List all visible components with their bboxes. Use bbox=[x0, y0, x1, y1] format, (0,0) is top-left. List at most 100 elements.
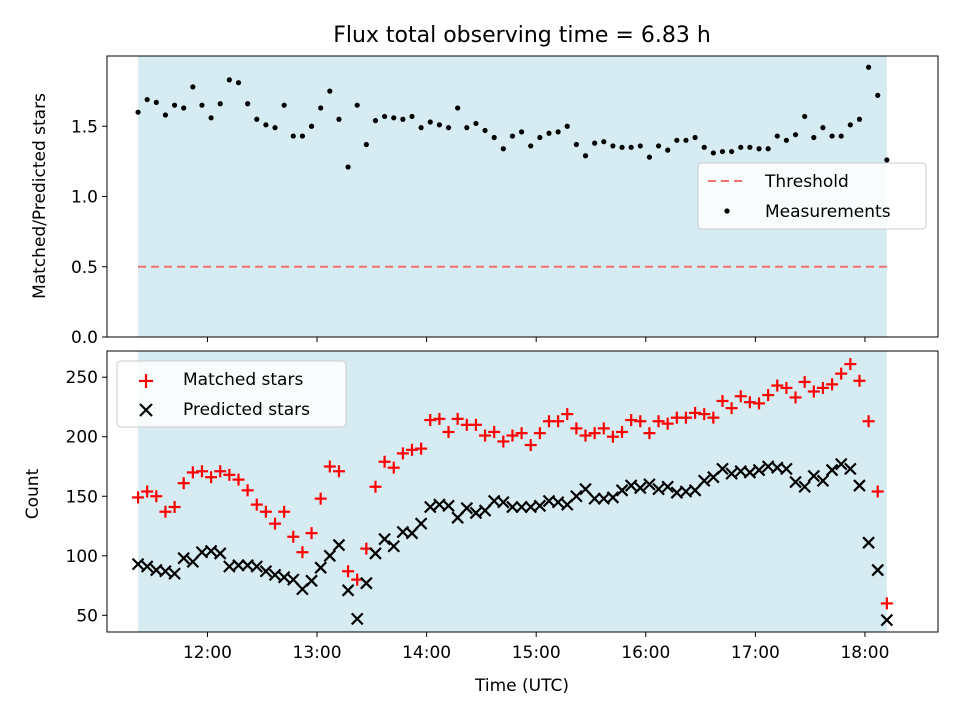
predicted-star-point bbox=[844, 462, 857, 476]
matched-star-point bbox=[789, 391, 802, 404]
predicted-star-point-b bbox=[259, 564, 273, 578]
predicted-star-point-b bbox=[844, 462, 857, 476]
predicted-star-point bbox=[661, 480, 674, 494]
measurement-point bbox=[171, 102, 178, 108]
predicted-star-point bbox=[159, 564, 172, 578]
predicted-star-point bbox=[697, 474, 711, 488]
matched-star-point bbox=[214, 465, 227, 478]
measurement-point bbox=[272, 125, 278, 131]
predicted-star-point-b bbox=[871, 563, 885, 577]
bottom-y-tick-label: 200 bbox=[66, 428, 98, 448]
predicted-star-point bbox=[314, 561, 327, 574]
predicted-star-point-b bbox=[423, 500, 437, 514]
predicted-star-point bbox=[606, 491, 620, 504]
measurement-point bbox=[811, 134, 817, 141]
matched-star-point bbox=[287, 530, 300, 543]
predicted-star-point-b bbox=[186, 555, 200, 569]
matched-star-point bbox=[479, 429, 492, 442]
matched-star-point bbox=[716, 395, 729, 408]
measurement-point bbox=[674, 137, 680, 143]
predicted-star-point-b bbox=[579, 482, 592, 496]
predicted-star-point bbox=[570, 489, 583, 503]
predicted-star-point bbox=[816, 474, 830, 488]
predicted-star-point-b bbox=[807, 469, 821, 483]
predicted-star-point-b bbox=[350, 612, 364, 626]
measurement-point bbox=[756, 146, 762, 152]
measurement-point bbox=[208, 115, 214, 121]
matched-star-point bbox=[342, 565, 355, 578]
predicted-stars-points bbox=[131, 457, 894, 627]
predicted-star-point bbox=[789, 475, 802, 489]
predicted-star-point-b bbox=[533, 499, 547, 513]
predicted-star-point-b bbox=[752, 463, 766, 477]
matched-star-point bbox=[168, 500, 181, 513]
matched-star-point bbox=[195, 465, 208, 478]
measurement-point bbox=[181, 105, 187, 111]
predicted-star-point bbox=[752, 463, 766, 477]
predicted-star-point bbox=[213, 547, 227, 560]
measurement-point bbox=[473, 120, 479, 127]
predicted-star-point bbox=[232, 559, 245, 572]
predicted-star-point-b bbox=[506, 500, 519, 514]
legend-threshold-label: Threshold bbox=[764, 172, 849, 192]
predicted-star-point-b bbox=[323, 549, 337, 563]
top-x-ticks bbox=[206, 337, 866, 342]
matched-star-point bbox=[552, 415, 565, 428]
measurement-point bbox=[336, 116, 342, 122]
bottom-y-tick-label: 100 bbox=[66, 547, 98, 567]
matched-star-point bbox=[679, 411, 692, 424]
measurement-point bbox=[546, 130, 552, 136]
matched-star-point bbox=[725, 402, 738, 415]
predicted-star-point bbox=[478, 504, 492, 517]
predicted-star-point-b bbox=[524, 500, 537, 514]
predicted-star-point bbox=[725, 467, 738, 480]
predicted-star-point-b bbox=[497, 495, 510, 509]
predicted-star-point-b bbox=[789, 475, 802, 489]
predicted-star-point bbox=[743, 466, 757, 479]
predicted-star-point-b bbox=[551, 495, 565, 509]
predicted-star-point-b bbox=[780, 462, 793, 476]
predicted-star-point-b bbox=[287, 573, 300, 586]
bottom-x-tick-label: 13:00 bbox=[293, 643, 342, 663]
predicted-star-point bbox=[451, 511, 464, 524]
predicted-star-point bbox=[414, 517, 428, 530]
bottom-panel: 50 100 150 200 250 12:00 13:00 14:00 15:00 16:00… bbox=[23, 350, 939, 696]
matched-star-point bbox=[561, 408, 574, 421]
predicted-star-point-b bbox=[195, 545, 209, 559]
matched-star-point bbox=[524, 439, 537, 452]
top-title: Flux total observing time = 6.83 h bbox=[333, 23, 711, 48]
predicted-star-point bbox=[652, 482, 665, 496]
matched-star-point bbox=[314, 492, 327, 505]
matched-star-point bbox=[186, 466, 199, 479]
predicted-star-point bbox=[871, 563, 885, 577]
measurement-point bbox=[482, 127, 488, 134]
legend-predicted-swatch bbox=[139, 403, 153, 417]
top-y-tick-label: 1.0 bbox=[71, 188, 98, 208]
bottom-legend-box bbox=[116, 360, 347, 428]
predicted-star-point-b bbox=[387, 539, 401, 553]
measurement-point bbox=[729, 148, 735, 155]
measurement-point bbox=[865, 64, 872, 70]
predicted-star-point-b bbox=[834, 457, 848, 471]
matched-star-point bbox=[734, 390, 747, 403]
predicted-star-point bbox=[643, 478, 656, 491]
predicted-star-point bbox=[579, 482, 592, 496]
measurement-point bbox=[445, 125, 452, 131]
predicted-star-point-b bbox=[177, 551, 190, 565]
matched-star-point bbox=[469, 418, 482, 431]
matched-star-point bbox=[826, 378, 839, 391]
predicted-star-point bbox=[204, 544, 218, 558]
matched-star-point bbox=[424, 414, 437, 427]
matched-star-point bbox=[332, 465, 345, 478]
matched-star-point bbox=[753, 397, 766, 410]
matched-star-point bbox=[232, 473, 245, 486]
predicted-star-point bbox=[250, 560, 264, 573]
bottom-x-tick-label: 14:00 bbox=[402, 643, 451, 663]
matched-star-point bbox=[880, 597, 893, 610]
measurement-point bbox=[555, 129, 561, 135]
predicted-star-point-b bbox=[743, 466, 757, 479]
matched-star-point bbox=[862, 415, 875, 428]
predicted-star-point-b bbox=[862, 536, 875, 549]
